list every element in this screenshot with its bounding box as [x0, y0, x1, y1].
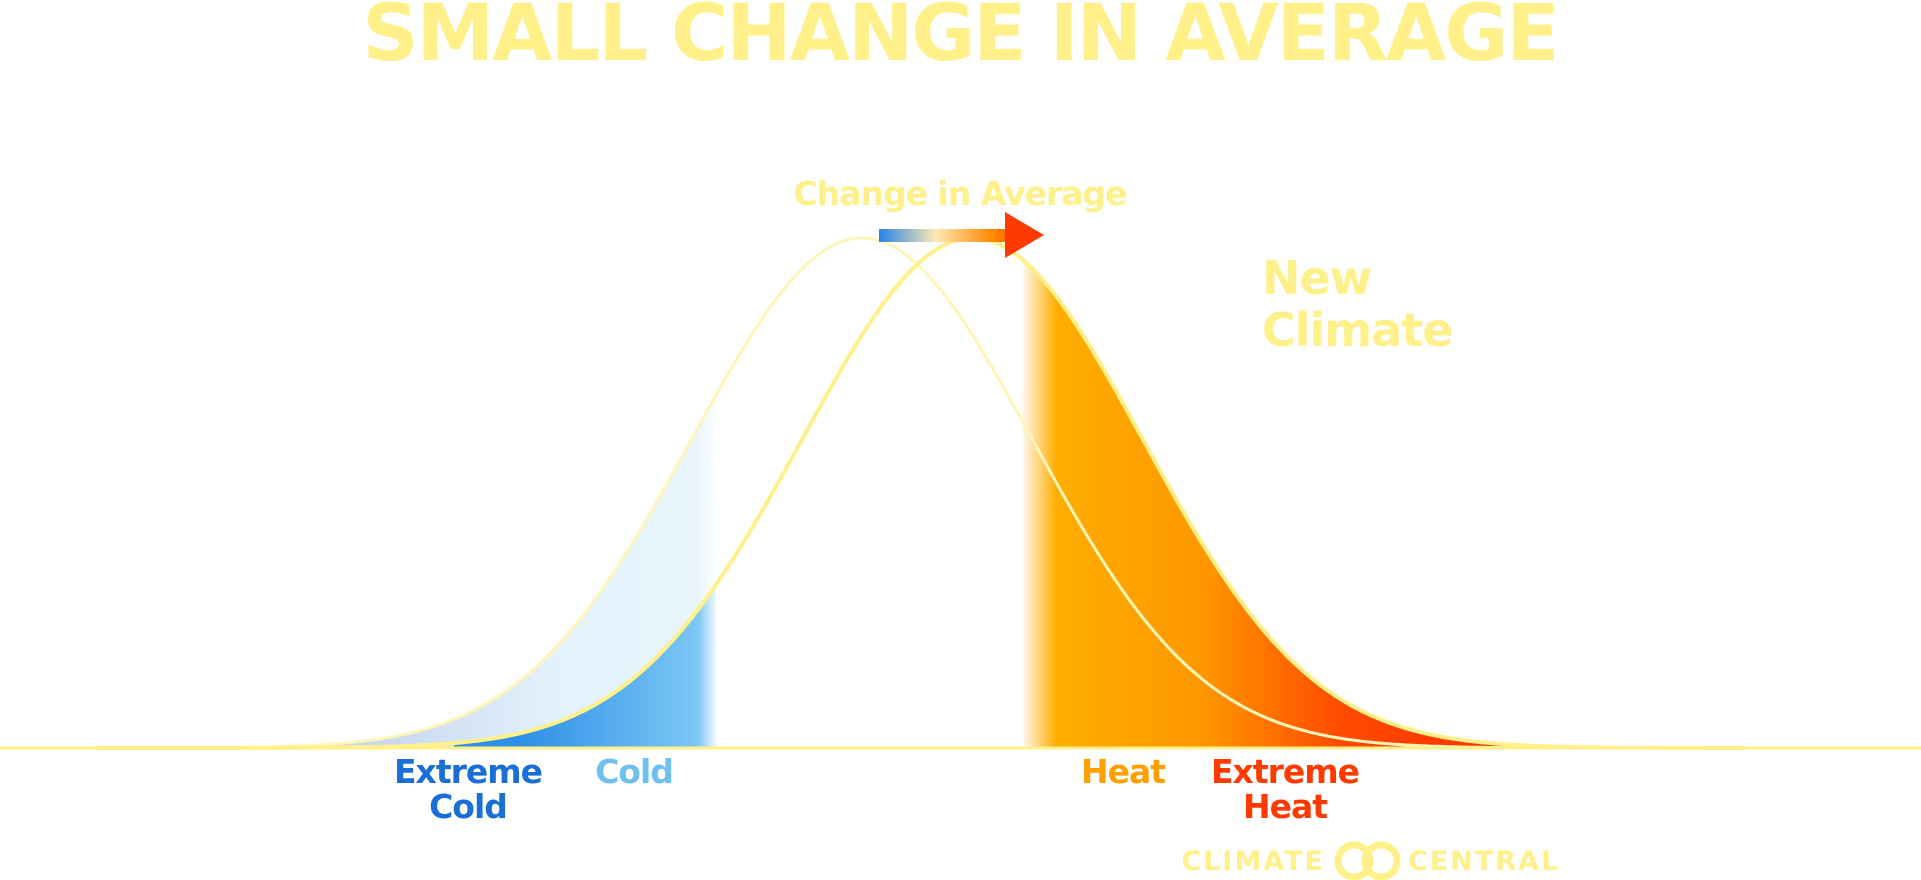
new-climate-label-line2: Climate: [1262, 303, 1452, 357]
new-climate-curve: [97, 236, 1746, 750]
extreme-heat-label-line2: Heat: [1243, 787, 1328, 826]
logo-circle-right: [1361, 841, 1401, 880]
change-in-average-label: Change in Average: [793, 174, 1126, 213]
heat-region: [1022, 259, 1644, 748]
extreme-cold-label-line1: Extreme: [394, 752, 542, 791]
cold-label: Cold: [595, 752, 673, 791]
change-arrow-head: [1005, 212, 1044, 258]
climate-central-logo: CLIMATE CENTRAL: [1181, 841, 1560, 880]
new-climate-label-line1: New: [1262, 251, 1371, 305]
logo-text-left: CLIMATE: [1181, 846, 1325, 877]
logo-text-right: CENTRAL: [1408, 846, 1560, 877]
extreme-cold-region: [454, 584, 718, 748]
heat-label: Heat: [1081, 752, 1166, 791]
change-arrow-shaft: [879, 229, 1009, 242]
cold-region: [250, 395, 718, 748]
old-climate-curve: [97, 236, 1627, 750]
logo-circle-left: [1334, 841, 1374, 880]
title: SMALL CHANGE IN AVERAGE: [362, 0, 1557, 79]
extreme-heat-label-line1: Extreme: [1211, 752, 1359, 791]
extreme-cold-label-line2: Cold: [429, 787, 507, 826]
